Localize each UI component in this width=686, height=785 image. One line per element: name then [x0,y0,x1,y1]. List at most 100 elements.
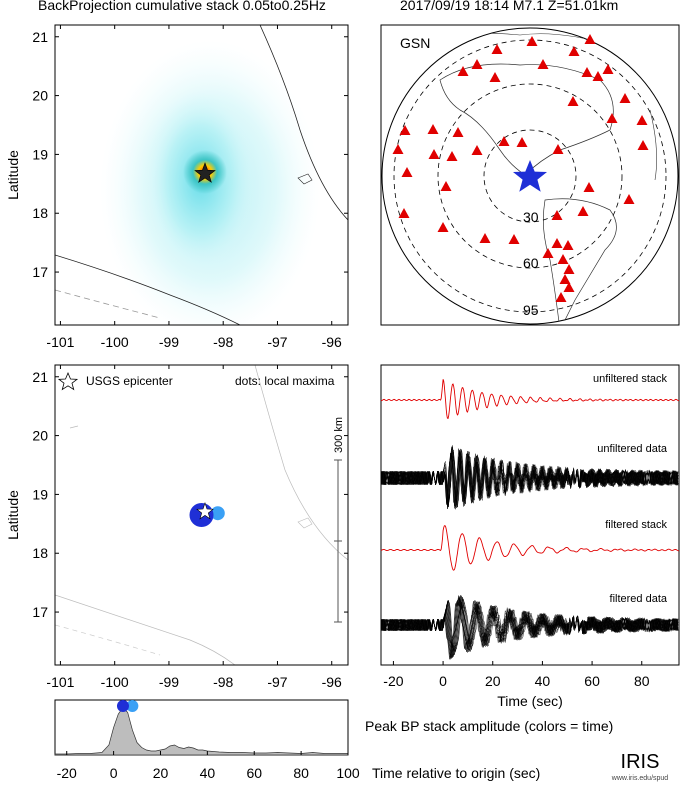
filtered-data-trace [380,595,679,660]
map2-ytick-label: 21 [32,369,48,385]
local-maximum-dot [210,506,225,521]
station-triangle [457,66,469,76]
station-triangle [491,44,503,54]
station-triangle [446,151,458,161]
map2-xtick-label: -99 [159,674,179,690]
scale-bar: 300 km [333,417,345,623]
label-unfiltered-stack: unfiltered stack [593,373,667,385]
station-triangle [562,240,574,250]
label-filtered-data: filtered data [610,593,668,605]
station-triangle [498,136,510,146]
peak-markers [116,700,139,712]
map2-xtick-label: -96 [322,674,342,690]
waveform-xtick-label: -20 [383,673,403,689]
station-triangle [437,222,449,232]
station-triangle [584,34,596,44]
station-triangle [537,59,549,69]
logo-url: www.iris.edu/spud [611,775,669,782]
station-triangle [489,72,501,82]
unfiltered-stack-trace [380,379,680,419]
station-triangle [623,194,635,204]
map1-xtick-label: -101 [46,334,74,350]
station-triangle [471,145,483,155]
unfiltered-data-trace [380,448,679,504]
station-triangle [606,113,618,123]
peak-xtick-label: 20 [153,765,169,781]
waveform-x-axis: -20 0 20 40 60 80 [383,661,650,689]
station-triangle [557,254,569,264]
iris-logo: IRIS www.iris.edu/spud [611,751,669,782]
map1-xtick-label: -99 [159,334,179,350]
map1-y-axis: 21 20 19 18 17 [32,29,348,280]
station-triangle [428,149,440,159]
station-triangle [398,208,410,218]
station-triangle [619,93,631,103]
globe-frame [380,24,680,326]
map2-ylabel: Latitude [5,490,21,540]
peak-xlabel: Time relative to origin (sec) [372,765,540,781]
peak-xtick-label: 60 [246,765,262,781]
station-triangle [552,144,564,154]
peak-frame [54,699,349,756]
island-outline [297,517,313,529]
station-triangle [602,64,614,74]
bp-heatmap-panel: -101 -100 -99 -98 -97 -96 21 20 19 18 17 Latitude [5,24,349,350]
peak-xtick-label: 40 [200,765,216,781]
europe-outline [649,109,657,181]
map2-xtick-label: -100 [101,674,129,690]
map2-ytick-label: 18 [32,545,48,561]
gsn-globe-panel: GSN 30 60 95 [380,24,680,326]
map2-ytick-label: 17 [32,604,48,620]
map1-ylabel: Latitude [5,150,21,200]
map1-xtick-label: -97 [267,334,287,350]
peak-amplitude-area [54,706,349,756]
station-triangle [551,210,563,220]
peak-xtick-label: 80 [293,765,309,781]
station-triangle [583,182,595,192]
map1-ytick-label: 18 [32,205,48,221]
coastline-fragment [69,425,79,429]
station-triangle [479,233,491,243]
station-triangle [567,96,579,106]
map1-ytick-label: 21 [32,29,48,45]
waveform-xtick-label: 40 [535,673,551,689]
peak-x-axis: -20 0 20 40 60 80 100 [57,751,360,781]
peak-dot [116,700,129,712]
station-triangle [592,71,604,81]
coastline-gulf [259,25,348,221]
station-triangle [581,67,593,77]
map1-ytick-label: 19 [32,146,48,162]
station-triangle [568,46,580,56]
epicenter-star-icon [196,502,214,520]
map1-ytick-label: 17 [32,264,48,280]
distance-ring-30 [483,129,577,223]
map2-ytick-label: 20 [32,428,48,444]
legend-dots: dots: local maxima [235,374,335,388]
map2-xtick-label: -98 [213,674,233,690]
gsn-label: GSN [400,35,430,51]
peak-xtick-label: 0 [110,765,118,781]
waveform-xtick-label: 0 [439,673,447,689]
station-triangle [551,238,563,248]
north-america-outline [439,63,614,176]
trench-line [55,289,161,319]
south-america-outline [543,198,617,324]
map1-xtick-label: -98 [213,334,233,350]
logo-wordmark: IRIS [621,751,660,773]
ring-label-30: 30 [523,209,539,225]
station-triangle [637,140,649,150]
station-triangle [526,36,538,46]
map1-ytick-label: 20 [32,88,48,104]
peak-dot [126,700,139,712]
ring-label-95: 95 [523,302,539,318]
epicenter-star-icon [513,160,547,192]
station-triangle [563,264,575,274]
map2-frame [54,364,349,666]
station-triangle [471,59,483,69]
station-triangle [636,115,648,125]
waveform-traces [380,379,680,660]
map2-xtick-label: -97 [267,674,287,690]
station-triangle [508,234,520,244]
map2-xtick-label: -101 [46,674,74,690]
